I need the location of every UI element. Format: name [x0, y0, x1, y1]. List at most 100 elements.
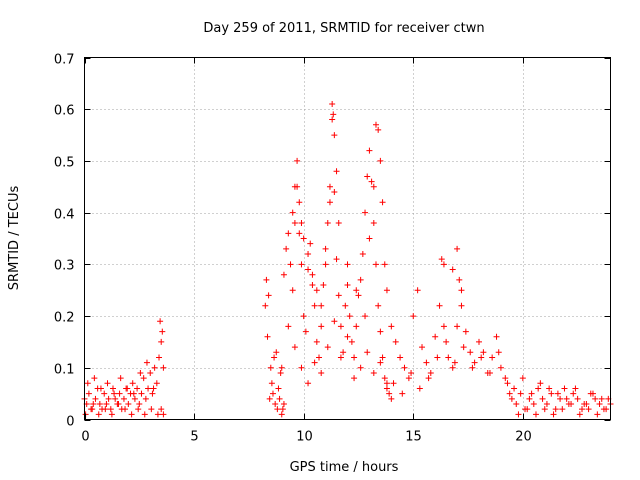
data-point [153, 380, 160, 387]
data-point [401, 364, 408, 371]
data-point [278, 364, 285, 371]
data-point [298, 364, 305, 371]
data-point [572, 385, 579, 392]
data-point [138, 390, 145, 397]
data-point [92, 395, 99, 402]
data-point [277, 369, 284, 376]
data-point [594, 411, 601, 418]
data-point [158, 338, 165, 345]
data-point [273, 349, 280, 356]
data-point [359, 251, 366, 258]
data-point [550, 411, 557, 418]
data-point [272, 400, 279, 407]
data-point [329, 116, 336, 123]
data-point [377, 328, 384, 335]
x-tick-labels: 0 5 10 15 20 [81, 430, 531, 445]
data-point [383, 380, 390, 387]
data-point [324, 219, 331, 226]
data-point [112, 395, 119, 402]
data-point [108, 411, 115, 418]
data-point [267, 364, 274, 371]
data-point [158, 406, 165, 413]
data-point [458, 302, 465, 309]
data-point [115, 400, 122, 407]
data-point [322, 261, 329, 268]
data-point [320, 282, 327, 289]
y-tick-label: 0.6 [54, 104, 75, 119]
data-point [313, 287, 320, 294]
data-point [280, 400, 287, 407]
data-point [131, 395, 138, 402]
data-point [381, 261, 388, 268]
data-point [151, 364, 158, 371]
data-point [335, 219, 342, 226]
data-point [291, 219, 298, 226]
x-tick-label: 20 [515, 430, 532, 445]
data-point [432, 333, 439, 340]
data-point [95, 411, 102, 418]
data-point [109, 385, 116, 392]
data-point [508, 395, 515, 402]
data-point [143, 359, 150, 366]
data-point [305, 251, 312, 258]
data-point [574, 395, 581, 402]
data-point [535, 385, 542, 392]
data-point [97, 385, 104, 392]
data-point [469, 364, 476, 371]
data-point [141, 411, 148, 418]
data-point [142, 395, 149, 402]
data-point [559, 406, 566, 413]
data-point [262, 302, 269, 309]
data-point [379, 354, 386, 361]
y-tick-labels: 0 0.1 0.2 0.3 0.4 0.5 0.6 0.7 [54, 53, 75, 430]
axis-ticks [84, 57, 611, 421]
data-point [493, 333, 500, 340]
data-point [351, 375, 358, 382]
data-point [554, 390, 561, 397]
data-point [364, 173, 371, 180]
data-point [372, 121, 379, 128]
data-point [570, 390, 577, 397]
data-point [279, 406, 286, 413]
data-point [449, 266, 456, 273]
data-point [502, 375, 509, 382]
data-point [156, 354, 163, 361]
data-point [271, 354, 278, 361]
data-point [543, 400, 550, 407]
data-point [101, 390, 108, 397]
data-point [337, 354, 344, 361]
data-point [298, 261, 305, 268]
data-point [342, 302, 349, 309]
data-point [122, 406, 129, 413]
data-point [379, 199, 386, 206]
data-point [497, 364, 504, 371]
data-point [561, 385, 568, 392]
data-point [333, 256, 340, 263]
data-point [329, 101, 336, 108]
data-point [344, 261, 351, 268]
data-point [425, 375, 432, 382]
data-point [386, 390, 393, 397]
data-point [85, 390, 92, 397]
data-point [517, 390, 524, 397]
data-point [91, 375, 98, 382]
data-point [348, 338, 355, 345]
data-point [160, 364, 167, 371]
data-point [302, 328, 309, 335]
data-point [362, 313, 369, 320]
data-point [537, 380, 544, 387]
data-point [443, 338, 450, 345]
data-point [438, 256, 445, 263]
data-point [454, 323, 461, 330]
data-point [416, 385, 423, 392]
data-point [486, 369, 493, 376]
data-point [557, 395, 564, 402]
data-point [287, 261, 294, 268]
data-point [357, 364, 364, 371]
data-point [506, 390, 513, 397]
data-point [316, 354, 323, 361]
data-point [364, 349, 371, 356]
data-point [159, 328, 166, 335]
data-point [603, 406, 610, 413]
